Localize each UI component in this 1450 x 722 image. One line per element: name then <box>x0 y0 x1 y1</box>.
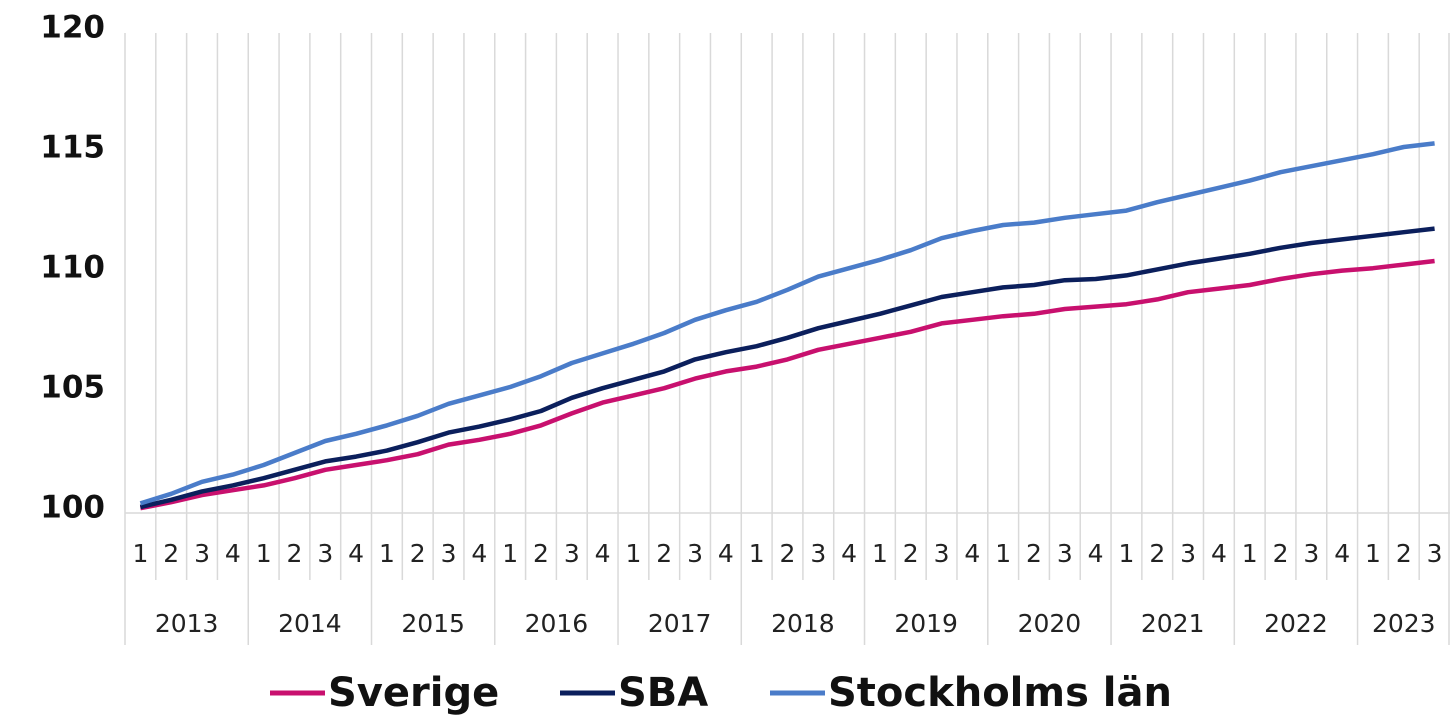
x-group-label: 2019 <box>894 609 958 638</box>
x-tick-label: 3 <box>1180 539 1196 568</box>
x-tick-label: 2 <box>780 539 796 568</box>
x-tick-label: 2 <box>410 539 426 568</box>
x-tick-label: 3 <box>1303 539 1319 568</box>
legend-label: SBA <box>618 670 708 716</box>
legend-label: Sverige <box>328 670 499 716</box>
series-line <box>139 226 1435 510</box>
series-line <box>139 258 1435 511</box>
x-tick-label: 1 <box>1242 539 1258 568</box>
legend-label: Stockholms län <box>828 670 1172 716</box>
x-tick-label: 2 <box>1273 539 1289 568</box>
x-group-label: 2013 <box>155 609 219 638</box>
x-group-label: 2017 <box>648 609 712 638</box>
x-tick-label: 4 <box>595 539 611 568</box>
x-tick-label: 1 <box>256 539 272 568</box>
x-tick-label: 4 <box>1088 539 1104 568</box>
y-tick-label: 115 <box>40 130 105 166</box>
x-group-label: 2021 <box>1141 609 1205 638</box>
x-tick-label: 3 <box>1427 539 1443 568</box>
x-tick-label: 1 <box>502 539 518 568</box>
x-tick-label: 3 <box>564 539 580 568</box>
x-tick-label: 3 <box>1057 539 1073 568</box>
x-group-label: 2023 <box>1372 609 1436 638</box>
x-tick-label: 3 <box>810 539 826 568</box>
x-tick-label: 3 <box>687 539 703 568</box>
x-tick-label: 2 <box>903 539 919 568</box>
x-tick-label: 1 <box>872 539 888 568</box>
x-tick-label: 2 <box>1396 539 1412 568</box>
series-line <box>139 141 1435 506</box>
x-group-label: 2020 <box>1018 609 1082 638</box>
x-tick-label: 4 <box>471 539 487 568</box>
x-tick-label: 1 <box>1119 539 1135 568</box>
x-tick-label: 1 <box>749 539 765 568</box>
y-tick-label: 110 <box>40 250 105 286</box>
x-tick-label: 2 <box>1026 539 1042 568</box>
x-tick-label: 1 <box>379 539 395 568</box>
x-tick-label: 2 <box>533 539 549 568</box>
x-tick-label: 4 <box>841 539 857 568</box>
y-tick-label: 105 <box>40 370 105 406</box>
x-tick-label: 4 <box>225 539 241 568</box>
x-tick-label: 4 <box>1334 539 1350 568</box>
x-tick-label: 1 <box>625 539 641 568</box>
x-tick-label: 3 <box>194 539 210 568</box>
x-tick-label: 3 <box>317 539 333 568</box>
x-tick-label: 2 <box>656 539 672 568</box>
x-tick-label: 2 <box>1149 539 1165 568</box>
y-tick-label: 120 <box>40 10 105 46</box>
x-tick-label: 4 <box>964 539 980 568</box>
x-tick-label: 4 <box>1211 539 1227 568</box>
x-group-label: 2016 <box>525 609 589 638</box>
x-tick-label: 4 <box>348 539 364 568</box>
x-group-label: 2022 <box>1264 609 1328 638</box>
x-tick-label: 2 <box>287 539 303 568</box>
x-tick-label: 1 <box>995 539 1011 568</box>
x-group-label: 2014 <box>278 609 342 638</box>
x-tick-label: 1 <box>1365 539 1381 568</box>
x-group-label: 2015 <box>401 609 465 638</box>
x-tick-label: 1 <box>132 539 148 568</box>
x-tick-label: 3 <box>441 539 457 568</box>
x-group-label: 2018 <box>771 609 835 638</box>
y-tick-label: 100 <box>40 490 105 526</box>
x-tick-label: 2 <box>163 539 179 568</box>
x-tick-label: 3 <box>934 539 950 568</box>
x-tick-label: 4 <box>718 539 734 568</box>
